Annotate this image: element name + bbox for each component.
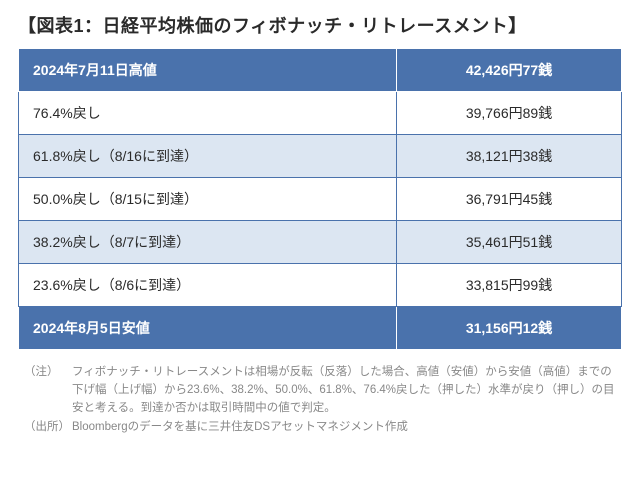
row-label: 23.6%戻し（8/6に到達）: [19, 264, 397, 307]
row-label: 2024年8月5日安値: [19, 307, 397, 350]
table-row: 50.0%戻し（8/15に到達）36,791円45銭: [19, 178, 622, 221]
table-row: 23.6%戻し（8/6に到達）33,815円99銭: [19, 264, 622, 307]
row-label: 50.0%戻し（8/15に到達）: [19, 178, 397, 221]
row-value: 31,156円12銭: [397, 307, 622, 350]
table-row: 61.8%戻し（8/16に到達）38,121円38銭: [19, 135, 622, 178]
table-row: 76.4%戻し39,766円89銭: [19, 92, 622, 135]
row-label: 2024年7月11日高値: [19, 49, 397, 92]
footnote-row: （注）フィボナッチ・リトレースメントは相場が反転（反落）した場合、高値（安値）か…: [24, 364, 616, 417]
row-value: 38,121円38銭: [397, 135, 622, 178]
row-label: 38.2%戻し（8/7に到達）: [19, 221, 397, 264]
row-label: 61.8%戻し（8/16に到達）: [19, 135, 397, 178]
footnote-row: （出所）Bloombergのデータを基に三井住友DSアセットマネジメント作成: [24, 419, 616, 437]
footnote-text: Bloombergのデータを基に三井住友DSアセットマネジメント作成: [72, 419, 616, 437]
footnote-label: （出所）: [24, 419, 72, 437]
footnote-label: （注）: [24, 364, 72, 417]
figure-title: 【図表1：日経平均株価のフィボナッチ・リトレースメント】: [18, 12, 622, 38]
footnote-text: フィボナッチ・リトレースメントは相場が反転（反落）した場合、高値（安値）から安値…: [72, 364, 616, 417]
table-row: 38.2%戻し（8/7に到達）35,461円51銭: [19, 221, 622, 264]
table-header-row: 2024年7月11日高値42,426円77銭: [19, 49, 622, 92]
row-value: 36,791円45銭: [397, 178, 622, 221]
footnotes: （注）フィボナッチ・リトレースメントは相場が反転（反落）した場合、高値（安値）か…: [18, 364, 622, 437]
row-value: 39,766円89銭: [397, 92, 622, 135]
fibonacci-table: 2024年7月11日高値42,426円77銭76.4%戻し39,766円89銭6…: [18, 48, 622, 350]
row-value: 35,461円51銭: [397, 221, 622, 264]
row-label: 76.4%戻し: [19, 92, 397, 135]
row-value: 33,815円99銭: [397, 264, 622, 307]
row-value: 42,426円77銭: [397, 49, 622, 92]
table-header-row: 2024年8月5日安値31,156円12銭: [19, 307, 622, 350]
